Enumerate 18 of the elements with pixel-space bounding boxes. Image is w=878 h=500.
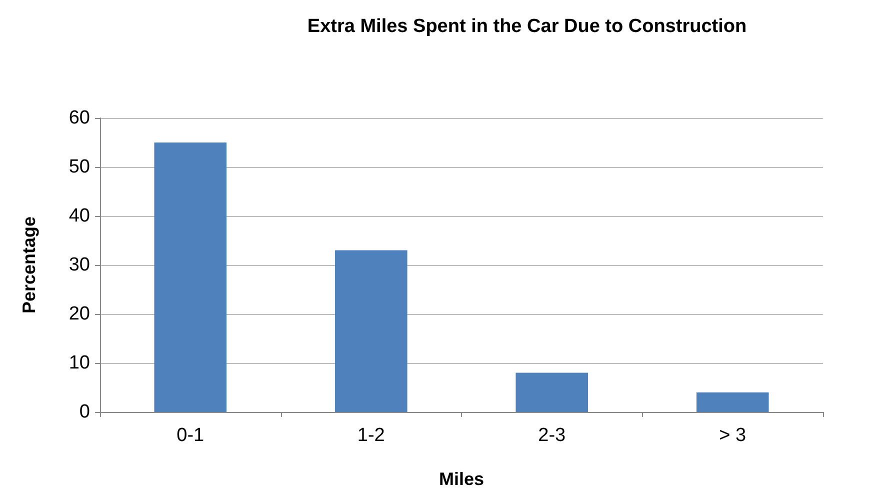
y-tick-label: 60 (68, 108, 90, 128)
x-axis-title: Miles (438, 469, 484, 489)
x-tick-label: 0-1 (176, 425, 204, 446)
bar (696, 392, 769, 412)
y-tick-label: 0 (79, 402, 90, 422)
bar (154, 142, 227, 412)
y-tick-label: 20 (68, 304, 90, 324)
chart-title: Extra Miles Spent in the Car Due to Construction (307, 16, 747, 37)
y-tick-label: 10 (68, 352, 90, 374)
bar (334, 250, 408, 412)
x-tick-label: > 3 (719, 425, 746, 446)
y-tick-label: 30 (68, 254, 90, 276)
y-tick-label: 40 (68, 206, 90, 226)
y-tick-label: 50 (68, 156, 90, 178)
y-axis-title: Percentage (19, 216, 39, 314)
x-tick-label: 1-2 (357, 425, 385, 446)
x-tick-label: 2-3 (538, 425, 566, 446)
bar (516, 372, 588, 412)
